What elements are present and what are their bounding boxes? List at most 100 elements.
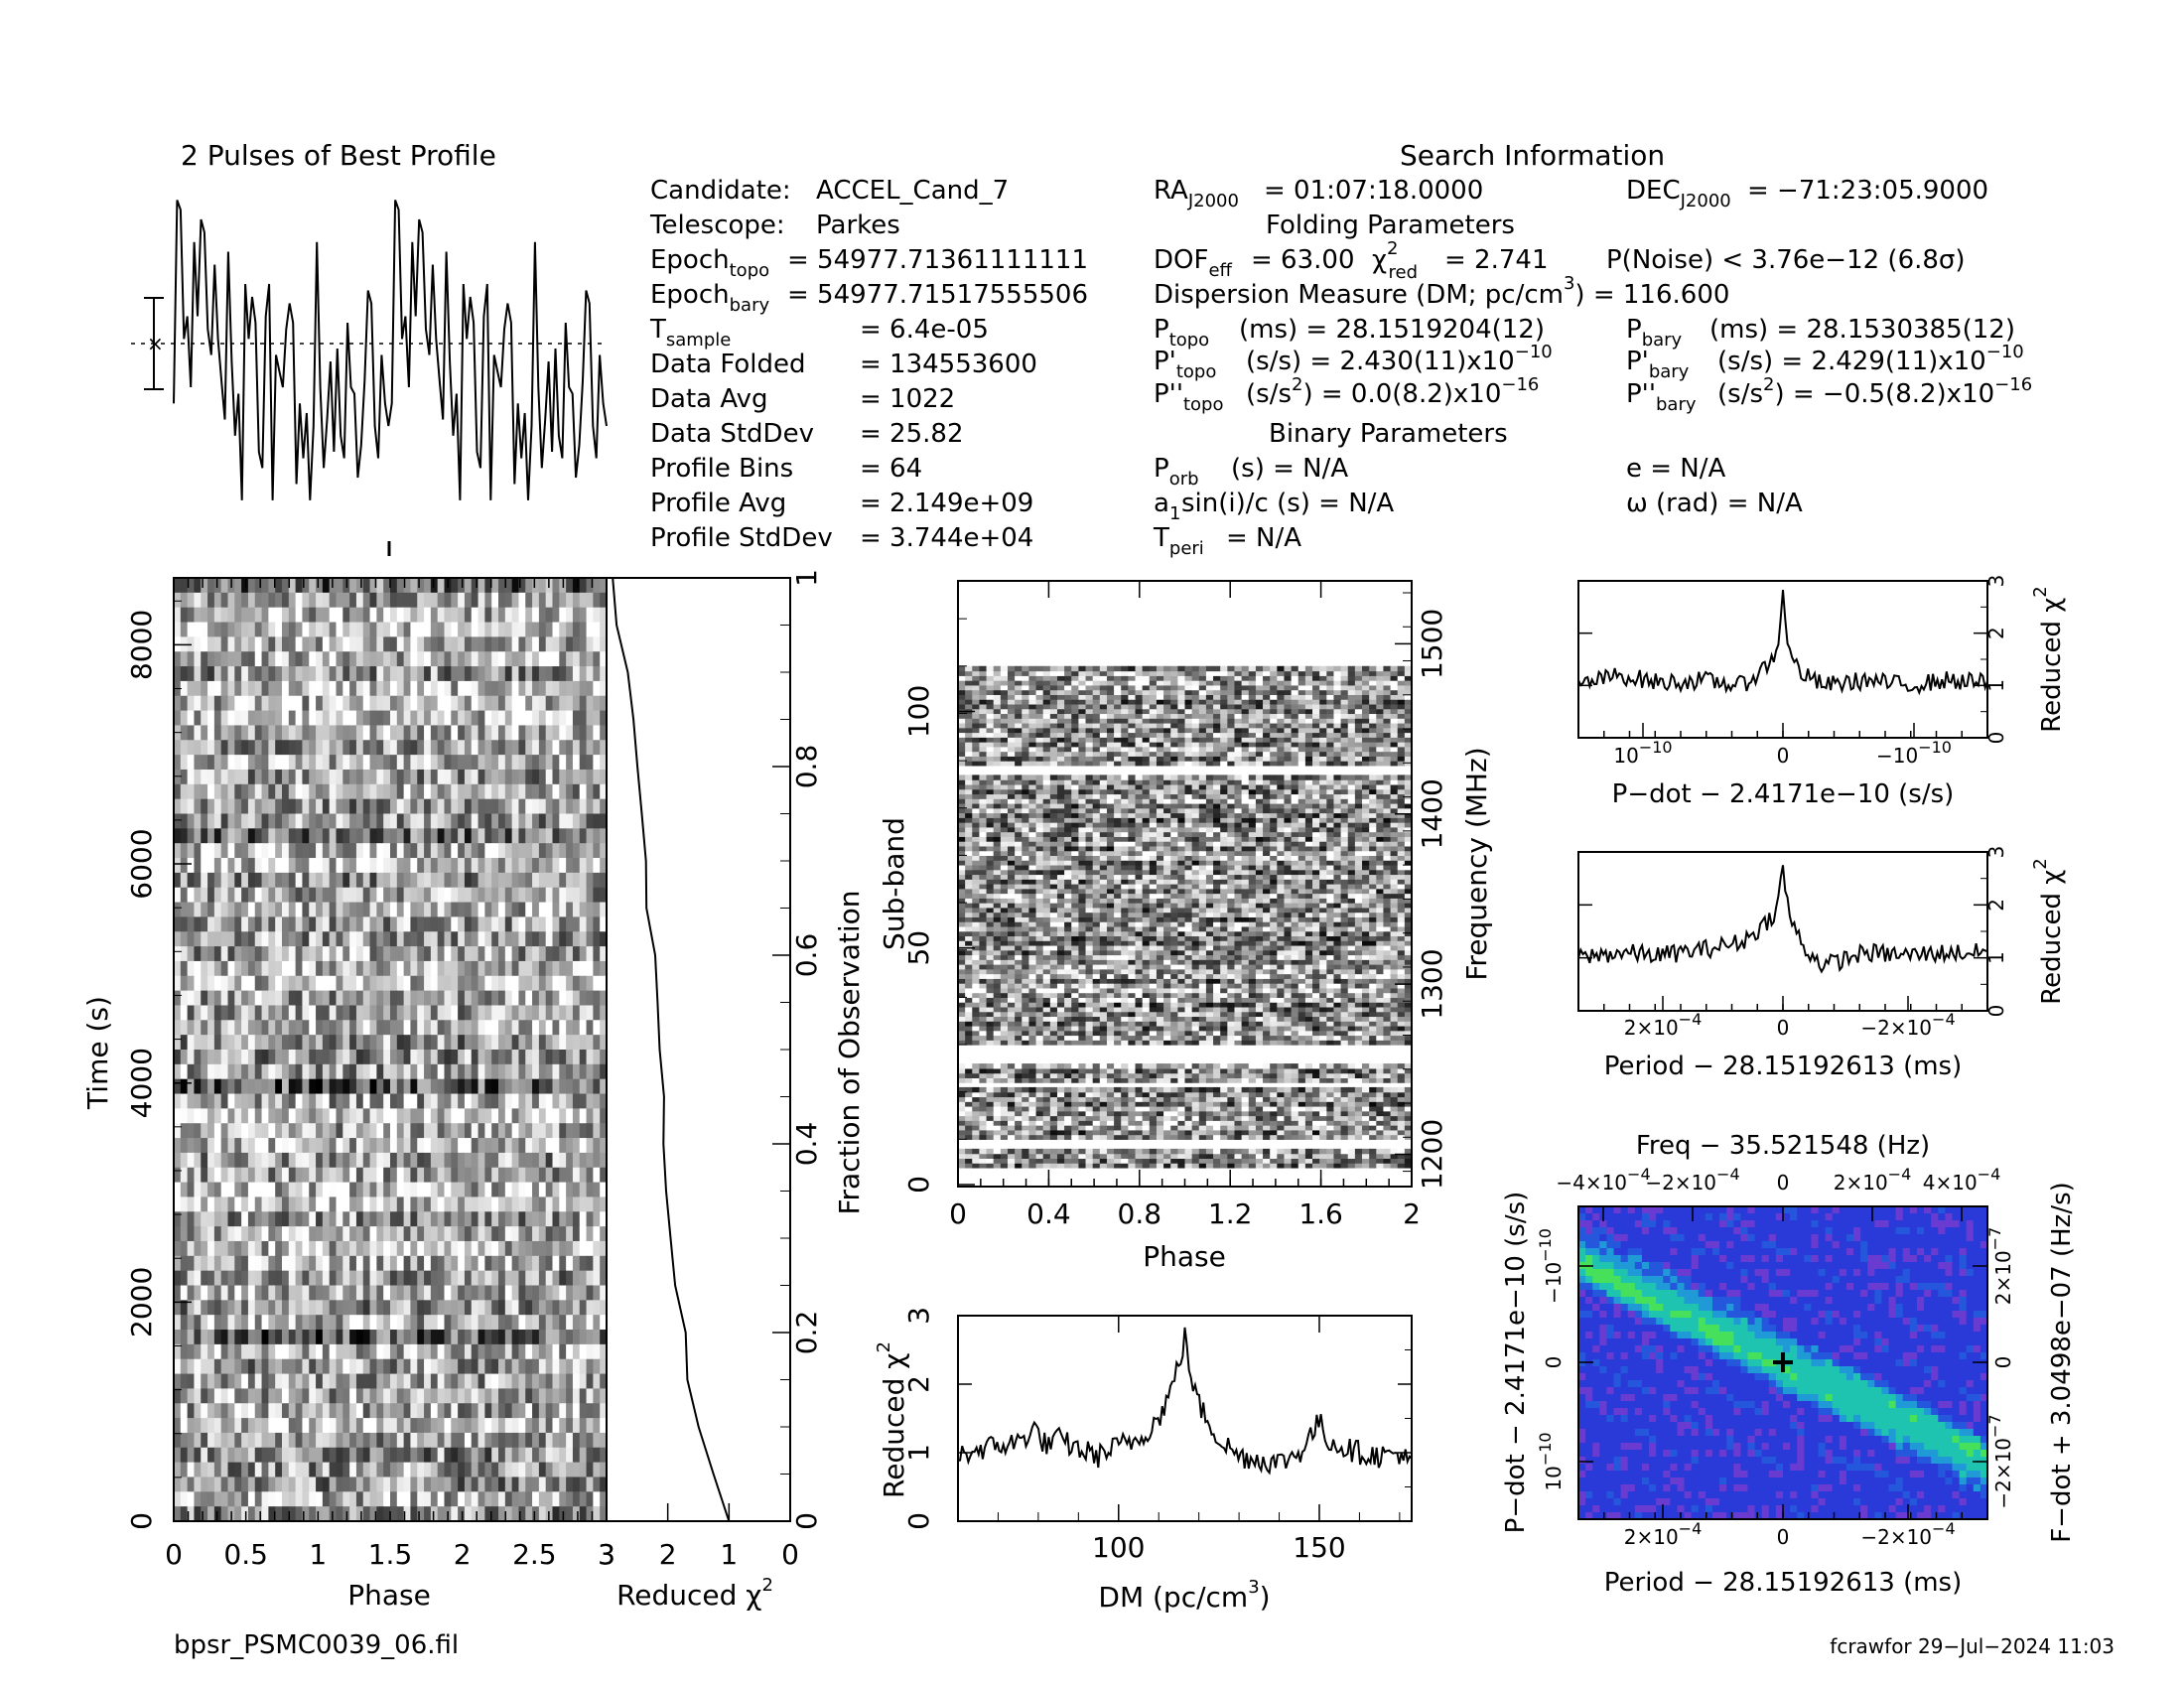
time-phase-cell — [525, 1108, 533, 1124]
time-phase-cell — [552, 607, 560, 624]
time-phase-cell — [518, 872, 526, 889]
subband-cell — [1340, 1129, 1349, 1136]
time-phase-cell — [451, 1315, 459, 1331]
time-phase-cell — [194, 592, 202, 609]
time-phase-cell — [275, 1063, 283, 1080]
time-phase-cell — [329, 695, 337, 712]
time-phase-cell — [220, 783, 228, 800]
subband-cell — [986, 1129, 995, 1136]
time-phase-cell — [437, 740, 445, 756]
time-phase-cell — [525, 1373, 533, 1389]
time-phase-cell — [213, 578, 222, 594]
time-phase-cell — [282, 1285, 290, 1301]
time-phase-cell — [396, 725, 405, 741]
time-phase-cell — [396, 1035, 405, 1051]
time-phase-cell — [295, 931, 303, 947]
time-phase-cell — [538, 813, 547, 829]
time-phase-cell — [552, 1462, 560, 1477]
time-phase-cell — [484, 946, 492, 962]
time-phase-cell — [410, 783, 418, 800]
time-phase-cell — [566, 1167, 574, 1184]
time-phase-cell — [572, 902, 581, 917]
time-phase-cell — [593, 828, 601, 844]
time-phase-cell — [227, 651, 235, 667]
time-phase-cell — [254, 916, 263, 932]
time-phase-cell — [220, 1167, 228, 1184]
data-folded-label: Data Folded — [650, 350, 806, 379]
time-phase-cell — [247, 990, 256, 1006]
time-phase-cell — [396, 1182, 405, 1197]
time-phase-cell — [220, 1050, 228, 1065]
time-phase-cell — [288, 1196, 297, 1212]
time-phase-cell — [484, 1447, 492, 1464]
time-phase-cell — [532, 680, 540, 697]
time-phase-cell — [552, 725, 560, 741]
time-phase-cell — [437, 1343, 445, 1360]
time-phase-cell — [376, 990, 384, 1006]
time-phase-cell — [376, 1020, 384, 1036]
time-phase-cell — [532, 651, 540, 667]
time-phase-cell — [600, 1403, 608, 1419]
time-chi-ytick-label: 1 — [790, 569, 823, 587]
time-phase-cell — [390, 1196, 398, 1212]
time-phase-cell — [478, 975, 485, 992]
time-phase-cell — [458, 1447, 466, 1464]
time-phase-cell — [213, 1343, 222, 1360]
time-phase-cell — [247, 636, 256, 652]
time-phase-cell — [478, 1418, 485, 1434]
time-phase-cell — [458, 1050, 466, 1065]
time-phase-cell — [538, 887, 547, 904]
time-phase-cell — [362, 592, 371, 609]
time-phase-cell — [545, 1373, 553, 1389]
time-phase-cell — [451, 1418, 459, 1434]
time-phase-cell — [430, 1152, 439, 1169]
time-phase-cell — [600, 1226, 608, 1242]
time-phase-cell — [532, 916, 540, 932]
time-phase-cell — [396, 1432, 405, 1449]
subband-cell — [1000, 1153, 1009, 1160]
time-phase-cell — [572, 858, 581, 874]
time-phase-cell — [572, 578, 581, 594]
subband-cell — [1263, 1158, 1271, 1164]
subband-cell — [1092, 1125, 1101, 1131]
time-phase-cell — [458, 1491, 466, 1507]
time-phase-cell — [451, 1020, 459, 1036]
time-chi-plot: 3 2 1 000.20.40.60.81 Reduced χ2 Fraction o… — [598, 569, 866, 1612]
time-phase-cell — [586, 1343, 594, 1360]
time-phase-cell — [518, 1300, 526, 1316]
subband-cell — [1404, 1110, 1413, 1117]
time-phase-cell — [261, 1211, 269, 1227]
time-phase-cell — [532, 666, 540, 682]
time-phase-cell — [403, 1050, 411, 1065]
time-phase-cell — [369, 680, 377, 697]
time-phase-cell — [268, 1240, 276, 1257]
time-phase-cell — [451, 1462, 459, 1477]
time-phase-cell — [247, 1270, 256, 1286]
time-phase-cell — [430, 1226, 439, 1242]
time-phase-cell — [478, 1108, 485, 1124]
time-phase-cell — [369, 666, 377, 682]
time-phase-cell — [545, 916, 553, 932]
time-phase-cell — [288, 1403, 297, 1419]
time-phase-cell — [302, 769, 310, 785]
time-phase-cell — [572, 666, 581, 682]
subband-cell — [1362, 1148, 1370, 1155]
time-phase-cell — [424, 975, 432, 992]
time-phase-cell — [316, 1506, 324, 1522]
profile-bins-label: Profile Bins — [650, 454, 793, 484]
subband-cell — [1128, 1120, 1137, 1126]
time-phase-cell — [396, 783, 405, 800]
time-phase-cell — [545, 607, 553, 624]
time-phase-cell — [498, 651, 506, 667]
subband-cell — [1340, 1158, 1349, 1164]
time-phase-cell — [201, 1078, 208, 1095]
time-phase-cell — [336, 1063, 343, 1080]
time-phase-cell — [451, 622, 459, 637]
time-phase-cell — [579, 769, 588, 785]
time-phase-cell — [532, 1447, 540, 1464]
subband-cell — [1369, 1125, 1377, 1131]
time-phase-cell — [322, 1343, 331, 1360]
time-phase-cell — [288, 1138, 297, 1154]
subband-cell — [1064, 1115, 1072, 1121]
time-phase-cell — [586, 1211, 594, 1227]
